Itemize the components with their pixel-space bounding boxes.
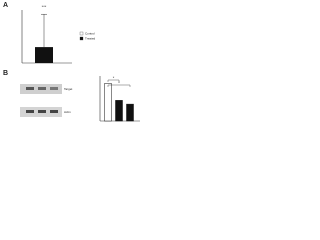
- page: {"panel_a": {"label": "A", "significance…: [3, 1, 140, 122]
- significance: *: [118, 80, 120, 85]
- legend-label: Control: [85, 31, 95, 35]
- significance: *: [113, 75, 115, 80]
- panel-label: B: [3, 70, 8, 77]
- legend-swatch: [79, 36, 84, 41]
- significance-bracket: [107, 84, 131, 87]
- blot-label: Actin: [64, 110, 71, 114]
- bar: [126, 103, 134, 122]
- legend-swatch: [79, 31, 84, 36]
- band: [26, 87, 34, 90]
- panel-label: A: [3, 2, 8, 9]
- bar: [115, 100, 123, 122]
- significance-bracket: [107, 79, 120, 82]
- band: [38, 87, 46, 90]
- legend-label: Treated: [85, 36, 96, 40]
- bar: [104, 83, 112, 122]
- bar: [35, 47, 53, 63]
- significance: ***: [42, 4, 47, 9]
- band: [50, 110, 58, 113]
- blot-label: Target: [64, 87, 73, 91]
- band: [26, 110, 34, 113]
- band: [50, 87, 58, 90]
- band: [38, 110, 46, 113]
